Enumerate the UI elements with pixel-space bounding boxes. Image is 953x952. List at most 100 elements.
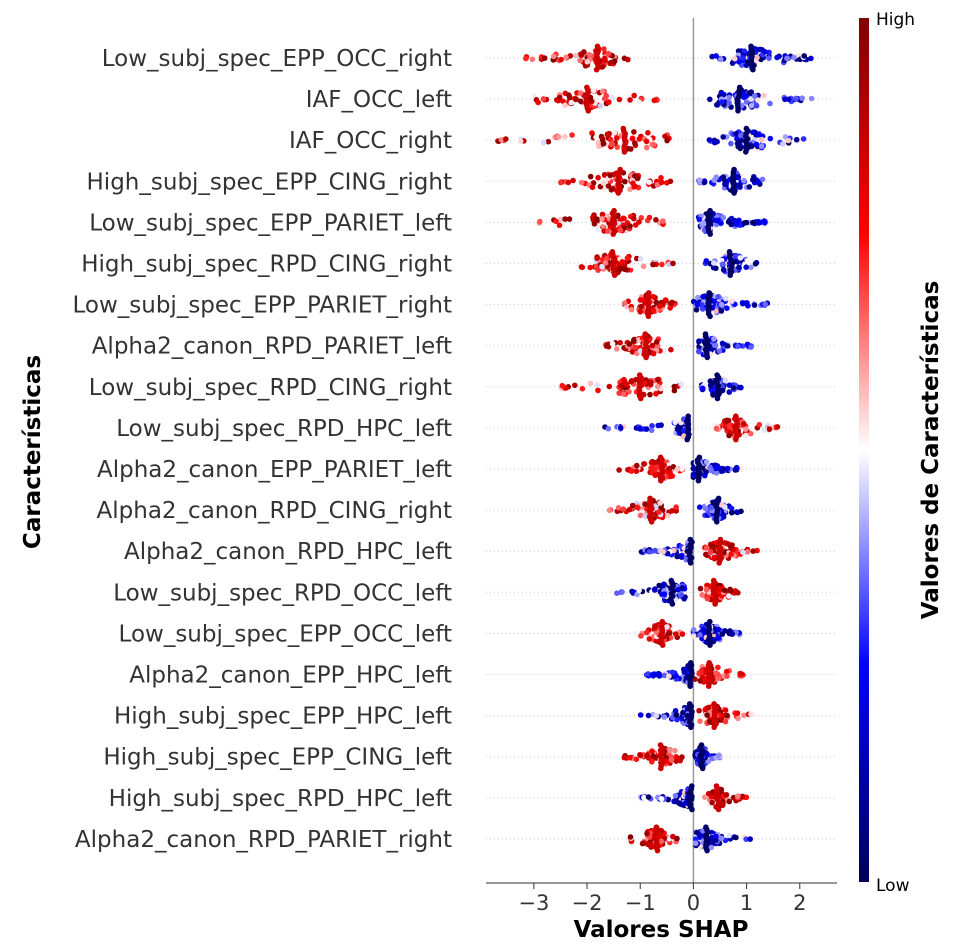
shap-point [719, 387, 726, 394]
shap-point [747, 430, 754, 437]
shap-point [720, 174, 727, 180]
shap-point [697, 718, 703, 724]
shap-point [703, 545, 710, 551]
shap-point [654, 464, 660, 470]
shap-point [707, 313, 713, 320]
shap-point [632, 140, 638, 146]
shap-point [654, 339, 660, 345]
shap-point [655, 422, 661, 429]
shap-point [650, 350, 657, 357]
shap-point [735, 48, 742, 54]
shap-point [716, 635, 722, 641]
shap-point [715, 664, 721, 671]
shap-point [713, 833, 719, 840]
shap-point [726, 424, 733, 430]
shap-point [636, 219, 642, 225]
shap-point [646, 214, 653, 221]
shap-point [645, 841, 651, 848]
shap-point [738, 466, 744, 473]
shap-point [710, 392, 716, 398]
shap-point [748, 344, 754, 350]
feature-label: Alpha2_canon_EPP_HPC_left [129, 663, 452, 689]
shap-point [699, 765, 706, 772]
shap-point [733, 834, 739, 841]
x-tick-label: −3 [518, 891, 549, 915]
shap-point [622, 266, 628, 273]
shap-point [650, 293, 656, 300]
shap-point [620, 391, 627, 397]
shap-point [732, 467, 739, 473]
shap-point [707, 642, 713, 648]
shap-point [673, 712, 680, 718]
shap-point [649, 342, 656, 349]
shap-point [711, 336, 717, 342]
shap-point [709, 799, 715, 806]
colorbar-low-label: Low [876, 876, 910, 896]
shap-point [633, 756, 640, 763]
shap-point [636, 587, 642, 594]
shap-point [719, 631, 726, 637]
shap-point [702, 676, 708, 682]
shap-point [743, 432, 749, 439]
shap-point [746, 184, 753, 190]
shap-point [624, 255, 631, 261]
shap-point [655, 376, 661, 383]
shap-point [633, 468, 640, 475]
shap-point [724, 712, 730, 719]
x-tick-label: 1 [740, 891, 753, 915]
shap-point [614, 144, 621, 150]
shap-point [702, 472, 708, 479]
shap-point [748, 96, 754, 102]
shap-point [565, 179, 572, 186]
shap-point [555, 134, 562, 140]
shap-point [766, 49, 772, 56]
shap-point [728, 588, 734, 594]
shap-point [653, 391, 659, 397]
shap-point [693, 829, 700, 836]
shap-point [601, 55, 608, 62]
shap-point [733, 436, 739, 443]
shap-point [742, 426, 749, 433]
shap-point [642, 513, 649, 520]
shap-point [614, 590, 620, 596]
shap-point [672, 708, 679, 714]
feature-label: Low_subj_spec_RPD_CING_right [89, 375, 452, 401]
shap-point [601, 46, 607, 52]
shap-point [718, 301, 725, 308]
shap-point [748, 89, 755, 95]
shap-point [680, 709, 686, 716]
shap-point [750, 129, 756, 136]
shap-point [672, 792, 679, 799]
shap-point [735, 793, 741, 799]
shap-point [706, 719, 713, 725]
shap-point [800, 136, 807, 142]
shap-point [675, 586, 681, 593]
shap-point [684, 436, 690, 443]
shap-point [614, 346, 620, 352]
shap-point [713, 53, 719, 59]
feature-label: Alpha2_canon_EPP_PARIET_left [97, 457, 452, 483]
shap-point [670, 833, 676, 840]
shap-point [751, 93, 758, 99]
shap-point [743, 264, 749, 271]
shap-point [761, 92, 767, 99]
colorbar-title: Valores de Características [918, 281, 944, 620]
shap-point [637, 256, 644, 262]
shap-point [606, 383, 613, 390]
shap-point [599, 263, 605, 270]
shap-point [707, 96, 713, 103]
shap-point [808, 95, 815, 102]
shap-point [750, 219, 756, 226]
shap-point [608, 187, 615, 193]
shap-point [658, 504, 664, 511]
shap-point [645, 712, 652, 719]
shap-point [750, 548, 756, 554]
shap-point [694, 301, 701, 308]
shap-point [759, 136, 765, 143]
shap-point [711, 177, 718, 183]
shap-point [681, 669, 688, 675]
shap-point [700, 219, 707, 226]
shap-point [706, 137, 713, 143]
shap-point [637, 512, 644, 519]
shap-point [758, 143, 765, 150]
